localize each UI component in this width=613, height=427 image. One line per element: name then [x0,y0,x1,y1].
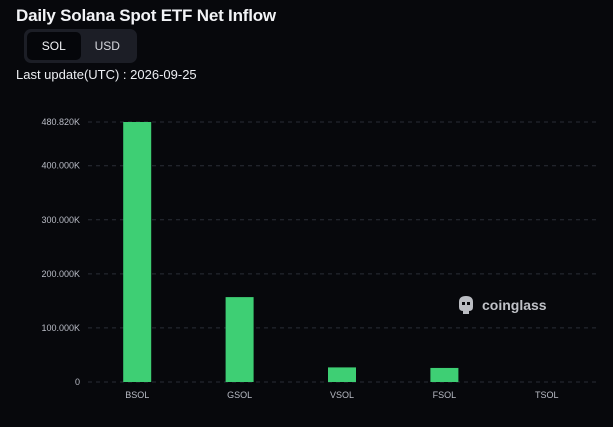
y-tick-label: 0 [75,377,80,387]
y-tick-label: 400.000K [41,161,80,171]
x-tick-label: BSOL [125,390,149,400]
bar-bsol[interactable] [123,122,152,382]
unit-toggle: SOL USD [24,29,137,63]
x-tick-label: VSOL [330,390,354,400]
x-axis-ticks: BSOL GSOL VSOL FSOL TSOL [125,390,558,400]
grid-lines [88,121,600,383]
y-axis-ticks: 0 100.000K 200.000K 300.000K 400.000K 480.820… [41,117,80,387]
x-tick-label: GSOL [227,390,252,400]
watermark-text: coinglass [482,297,547,313]
bar-gsol[interactable] [225,297,254,382]
y-tick-label: 300.000K [41,215,80,225]
bar-vsol[interactable] [328,367,356,382]
toggle-usd-button[interactable]: USD [94,39,120,53]
last-update-text: Last update(UTC) : 2026-09-25 [16,67,197,82]
y-tick-label: 200.000K [41,269,80,279]
y-tick-label: 100.000K [41,323,80,333]
toggle-sol-button[interactable]: SOL [27,32,81,60]
bars [123,122,459,382]
x-tick-label: FSOL [433,390,457,400]
bar-fsol[interactable] [430,367,459,382]
y-tick-label: 480.820K [41,117,80,127]
coinglass-logo-icon [459,296,473,314]
chart-title: Daily Solana Spot ETF Net Inflow [16,6,276,25]
x-tick-label: TSOL [535,390,559,400]
coinglass-watermark: coinglass [456,294,547,316]
